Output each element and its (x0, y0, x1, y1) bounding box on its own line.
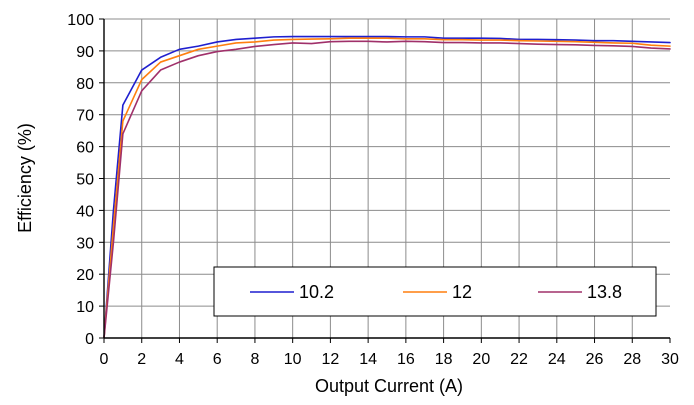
y-axis-title: Efficiency (%) (15, 123, 35, 233)
x-tick-label: 14 (359, 351, 377, 368)
y-tick-label: 20 (76, 267, 94, 284)
y-tick-label: 100 (67, 12, 94, 29)
x-tick-label: 16 (397, 351, 415, 368)
x-tick-label: 6 (213, 351, 222, 368)
y-tick-label: 60 (76, 140, 94, 157)
legend: 10.2 12 13.8 (213, 266, 657, 317)
x-tick-label: 10 (284, 351, 302, 368)
legend-label-12: 12 (452, 282, 472, 302)
x-tick-label: 28 (623, 351, 641, 368)
y-tick-label: 10 (76, 299, 94, 316)
x-tick-label: 30 (661, 351, 679, 368)
x-tick-label: 2 (137, 351, 146, 368)
series-lines (103, 35, 671, 339)
y-tick-label: 0 (85, 331, 94, 348)
x-tick-label: 22 (510, 351, 528, 368)
y-tick-labels: 0 10 20 30 40 50 60 70 80 90 100 (67, 12, 94, 348)
y-tick-label: 90 (76, 44, 94, 61)
x-axis-title: Output Current (A) (315, 376, 463, 396)
x-tick-label: 18 (435, 351, 453, 368)
y-tick-label: 70 (76, 108, 94, 125)
x-tick-label: 4 (175, 351, 184, 368)
x-tick-label: 20 (472, 351, 490, 368)
series-line-10-2 (103, 35, 671, 339)
series-line-12 (103, 37, 671, 339)
legend-label-13-8: 13.8 (587, 282, 622, 302)
y-tick-label: 30 (76, 235, 94, 252)
x-tick-label: 8 (250, 351, 259, 368)
y-tick-label: 80 (76, 76, 94, 93)
x-tick-labels: 0 2 4 6 8 10 12 14 16 18 20 22 24 26 28 30 (100, 351, 679, 368)
y-tick-label: 50 (76, 172, 94, 189)
x-tick-label: 0 (100, 351, 109, 368)
y-tick-label: 40 (76, 203, 94, 220)
x-tick-label: 12 (322, 351, 340, 368)
legend-label-10-2: 10.2 (299, 282, 334, 302)
x-tick-label: 24 (548, 351, 566, 368)
x-tick-label: 26 (586, 351, 604, 368)
axes (99, 18, 671, 343)
series-line-13-8 (103, 40, 671, 339)
